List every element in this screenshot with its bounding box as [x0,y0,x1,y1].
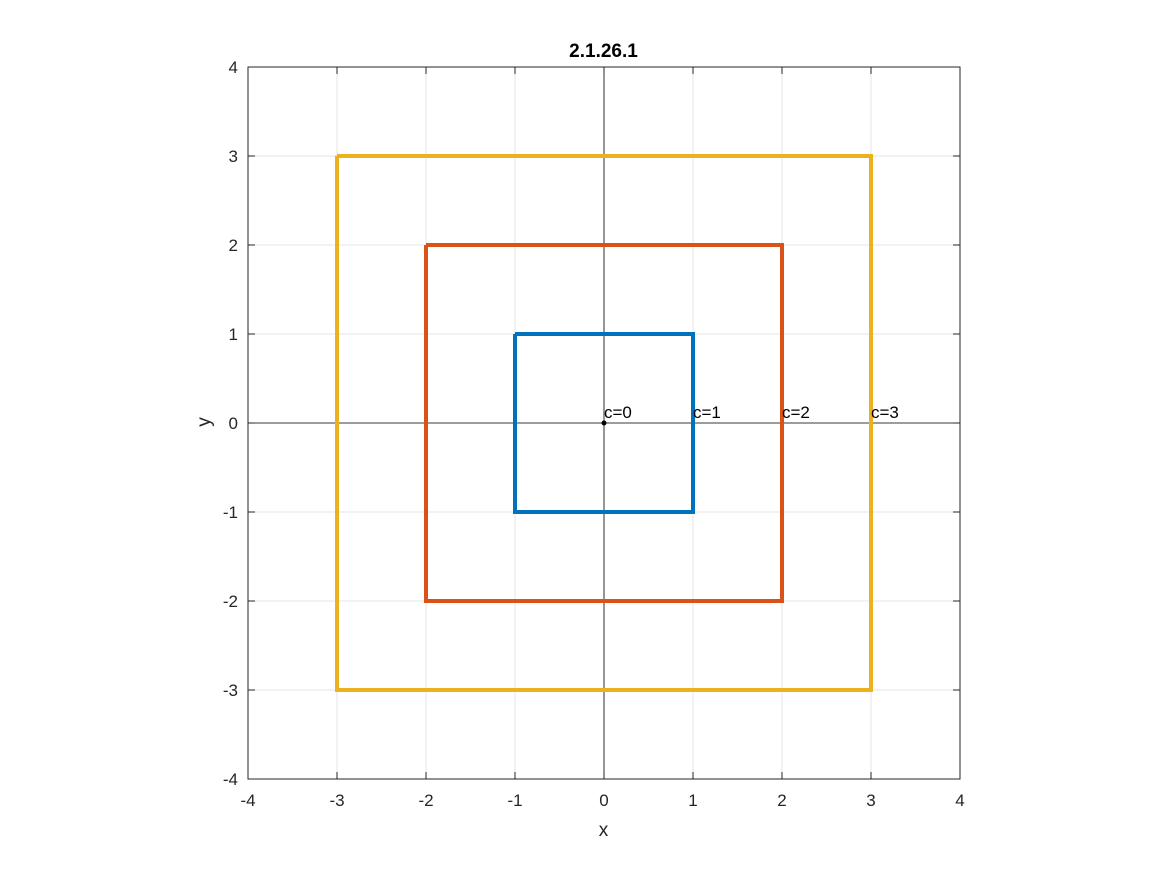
x-tick-label-4: 0 [599,791,608,810]
series-line-1 [513,332,695,514]
plot-series [335,154,873,692]
chart-title: 2.1.26.1 [569,41,638,62]
x-tick-label-3: -1 [507,791,522,810]
y-axis-label: y [194,417,215,427]
y-tick-label-7: 3 [229,147,238,166]
x-tick-label-6: 2 [777,791,786,810]
annotation-3: c=3 [871,403,899,422]
series-line-2 [424,243,784,603]
x-tick-label-5: 1 [688,791,697,810]
x-tick-label-8: 4 [955,791,964,810]
series-line-3 [335,154,873,692]
data-point-0 [601,420,607,426]
annotation-1: c=1 [693,403,721,422]
y-tick-label-5: 1 [229,325,238,344]
y-tick-label-6: 2 [229,236,238,255]
plot-points [601,420,607,426]
annotation-2: c=2 [782,403,810,422]
axes-box [247,66,961,780]
y-tick-label-8: 4 [229,58,238,77]
y-tick-label-1: -3 [223,681,238,700]
y-tick-label-2: -2 [223,592,238,611]
x-tick-label-1: -3 [329,791,344,810]
x-tick-label-0: -4 [240,791,255,810]
x-tick-label-2: -2 [418,791,433,810]
y-tick-label-0: -4 [223,770,238,789]
annotation-0: c=0 [604,403,632,422]
x-axis-label: x [599,820,609,841]
y-tick-label-3: -1 [223,503,238,522]
tick-labels: -4 -3 -2 -1 0 1 2 3 4 -4 -3 -2 -1 0 1 2 3 4 [223,58,965,810]
y-tick-label-4: 0 [229,414,238,433]
x-tick-label-7: 3 [866,791,875,810]
annotations: c=0 c=1 c=2 c=3 [604,403,899,422]
